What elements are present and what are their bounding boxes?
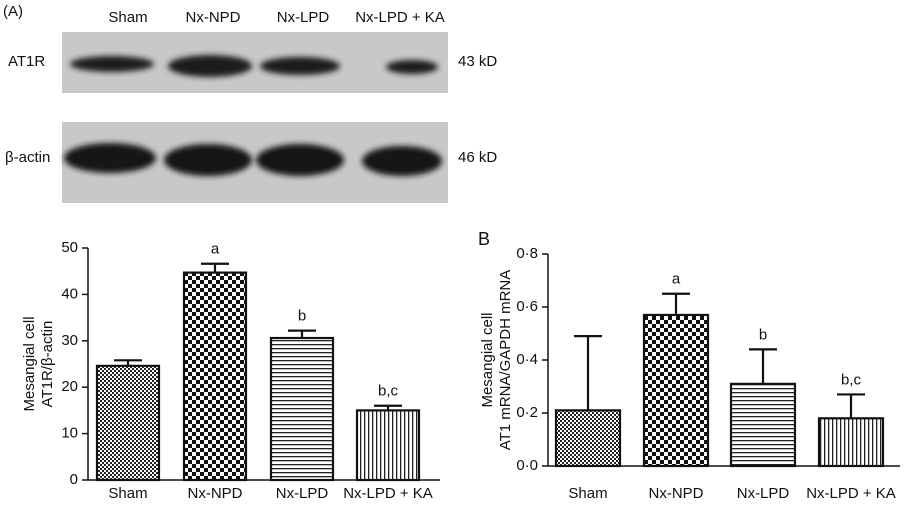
error-bar: [201, 262, 229, 273]
bands: [64, 143, 442, 176]
x-tick-label: Sham: [568, 485, 607, 502]
y-tick-label: 20: [61, 378, 78, 395]
bar: [182, 271, 248, 482]
y-tick-label: 30: [61, 332, 78, 349]
row-label: AT1R: [8, 53, 45, 70]
y-tick-label: 50: [61, 239, 78, 256]
x-tick-label: Nx-NPD: [188, 485, 243, 502]
y-axis-label: Mesangial cell: [479, 312, 496, 407]
lane-label: Nx-NPD: [186, 9, 241, 26]
lane-label: Sham: [108, 9, 147, 26]
error-bar: [662, 292, 690, 315]
error-bar: [837, 393, 865, 419]
x-tick-label: Nx-LPD + KA: [343, 485, 433, 502]
y-tick-label: 10: [61, 425, 78, 442]
x-tick-label: Nx-LPD + KA: [806, 485, 896, 502]
row-label: β-actin: [5, 149, 50, 166]
y-tick-label: 40: [61, 285, 78, 302]
x-tick-label: Nx-LPD: [276, 485, 329, 502]
y-tick-label: 0: [70, 471, 78, 488]
bar: [554, 409, 622, 468]
y-tick-label: 0·0: [516, 457, 538, 474]
bar: [729, 382, 797, 468]
y-tick-label: 0·8: [516, 245, 538, 262]
bar: [269, 336, 335, 482]
panel-label: (A): [3, 3, 23, 20]
error-bar: [288, 329, 316, 339]
annotation: b,c: [378, 383, 399, 400]
error-bar: [749, 348, 777, 384]
lane-label: Nx-LPD: [277, 9, 330, 26]
bands: [70, 55, 438, 77]
bar: [817, 417, 885, 468]
y-tick-label: 0·4: [516, 351, 538, 368]
y-tick-label: 0·2: [516, 404, 538, 421]
y-axis-label: AT1R/β-actin: [39, 321, 56, 408]
annotation: a: [211, 241, 220, 258]
y-axis-label: AT1 mRNA/GAPDH mRNA: [497, 270, 514, 451]
bar: [95, 364, 161, 482]
x-tick-label: Nx-NPD: [649, 485, 704, 502]
error-bar: [574, 335, 602, 411]
lane-label: Nx-LPD + KA: [355, 9, 445, 26]
size-label: 43 kD: [458, 53, 497, 70]
annotation: a: [672, 271, 681, 288]
blot-panel: (A) Sham Nx-NPD Nx-LPD Nx-LPD + KA AT1R …: [3, 3, 497, 203]
bar: [642, 313, 710, 468]
x-tick-label: Nx-LPD: [737, 485, 790, 502]
annotation: b: [759, 326, 767, 343]
annotation: b: [298, 308, 306, 325]
error-bar: [374, 404, 402, 411]
y-axis-label: Mesangial cell: [21, 316, 38, 411]
error-bar: [114, 359, 142, 366]
panel-label: B: [478, 229, 490, 249]
x-tick-label: Sham: [108, 485, 147, 502]
bar: [355, 409, 421, 482]
annotation: b,c: [841, 371, 862, 388]
y-tick-label: 0·6: [516, 298, 538, 315]
size-label: 46 kD: [458, 149, 497, 166]
